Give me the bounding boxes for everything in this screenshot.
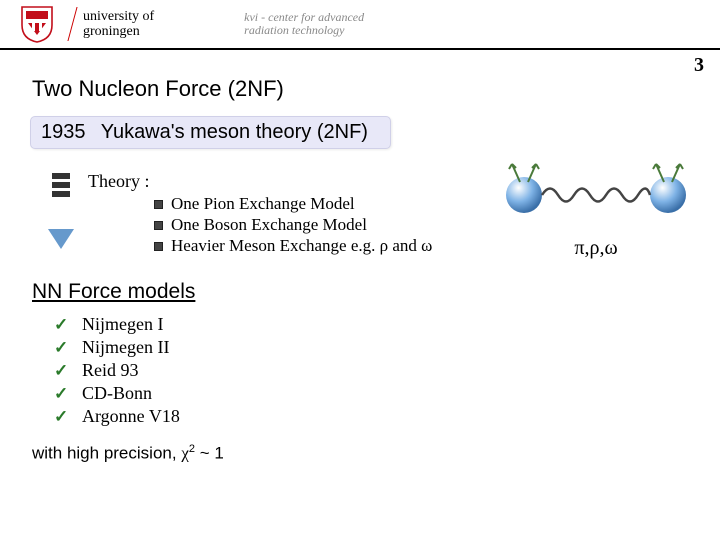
models-list: ✓ Nijmegen I ✓ Nijmegen II ✓ Reid 93 ✓ CD-Bo… (54, 314, 720, 427)
check-icon: ✓ (54, 407, 70, 427)
slide-title: Two Nucleon Force (2NF) (32, 76, 720, 102)
logo-divider (67, 7, 77, 41)
university-line2: groningen (83, 24, 154, 39)
chi-symbol: χ (181, 444, 189, 463)
page-number: 3 (694, 54, 704, 77)
slide-header: university of groningen kvi - center for… (0, 0, 720, 48)
model-label: Nijmegen II (82, 337, 169, 358)
model-label: Reid 93 (82, 360, 139, 381)
square-bullet-icon (154, 242, 163, 251)
check-icon: ✓ (54, 384, 70, 404)
precision-prefix: with high precision, (32, 444, 181, 463)
university-crest-icon (20, 5, 54, 43)
theory-item-label: One Boson Exchange Model (171, 215, 367, 235)
header-rule (0, 48, 720, 50)
square-bullet-icon (154, 200, 163, 209)
center-line2: radiation technology (244, 24, 364, 37)
yukawa-text: Yukawa's meson theory (2NF) (101, 121, 368, 143)
model-item: ✓ Argonne V18 (54, 406, 720, 427)
precision-line: with high precision, χ2 ~ 1 (32, 443, 720, 464)
meson-greek-label: π,ρ,ω (498, 237, 694, 260)
yukawa-year: 1935 (41, 121, 86, 143)
model-label: CD-Bonn (82, 383, 152, 404)
check-icon: ✓ (54, 338, 70, 358)
ladder-arrow-icon (52, 173, 74, 249)
model-item: ✓ Nijmegen I (54, 314, 720, 335)
check-icon: ✓ (54, 315, 70, 335)
check-icon: ✓ (54, 361, 70, 381)
theory-item-label: One Pion Exchange Model (171, 194, 355, 214)
model-item: ✓ CD-Bonn (54, 383, 720, 404)
model-label: Nijmegen I (82, 314, 163, 335)
meson-exchange-diagram: π,ρ,ω (498, 160, 694, 250)
square-bullet-icon (154, 221, 163, 230)
university-line1: university of (83, 9, 154, 24)
precision-suffix: ~ 1 (195, 444, 224, 463)
theory-item-label: Heavier Meson Exchange e.g. ρ and ω (171, 236, 432, 256)
yukawa-highlight: 1935 Yukawa's meson theory (2NF) (30, 116, 391, 149)
model-item: ✓ Reid 93 (54, 360, 720, 381)
model-label: Argonne V18 (82, 406, 180, 427)
center-name: kvi - center for advanced radiation tech… (244, 11, 364, 37)
model-item: ✓ Nijmegen II (54, 337, 720, 358)
subsection-title: NN Force models (32, 280, 720, 304)
university-name: university of groningen (83, 9, 154, 40)
